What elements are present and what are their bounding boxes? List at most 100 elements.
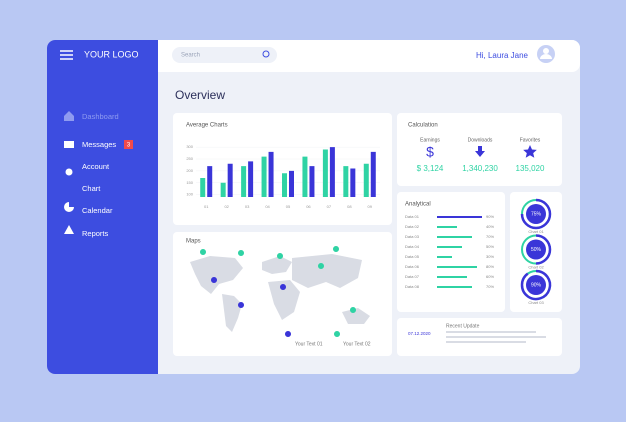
account-icon — [65, 168, 73, 176]
y-tick-label: 250 — [186, 156, 193, 161]
map-pin — [280, 284, 287, 294]
dashboard-icon — [64, 111, 74, 121]
stat-value: 135,020 — [516, 164, 545, 173]
search-box[interactable] — [172, 47, 277, 63]
nav-item[interactable]: Calendar — [82, 206, 113, 215]
stat-label: Earnings — [420, 137, 440, 143]
world-map — [190, 254, 370, 332]
legend-entry: Your Text 02 — [343, 341, 371, 347]
x-tick-label: 09 — [368, 204, 373, 209]
x-tick-label: 08 — [347, 204, 352, 209]
ring-center — [526, 239, 546, 260]
text-line — [446, 331, 536, 333]
continent — [342, 308, 370, 324]
panel-title: Analytical — [405, 202, 431, 208]
row-label: Data 03 — [405, 234, 420, 239]
row-value: 70% — [486, 284, 494, 289]
ring-caption: Chart 01 — [528, 229, 544, 234]
x-tick-label: 06 — [306, 204, 311, 209]
bar — [282, 173, 287, 197]
panel-title: Recent Update — [446, 323, 480, 329]
bar — [329, 147, 335, 197]
map-pin — [211, 277, 218, 287]
bar — [261, 156, 267, 197]
map-pin — [200, 249, 207, 259]
chart-icon — [64, 202, 74, 212]
bar — [220, 182, 226, 197]
update-date: 07.12.2020 — [408, 331, 431, 336]
map-pin — [238, 302, 245, 312]
stat-value: 1,340,230 — [462, 164, 498, 173]
map-pin — [350, 307, 357, 317]
greeting: Hi, Laura Jane — [476, 51, 529, 60]
search-placeholder: Search — [181, 53, 200, 59]
sidebar-edge — [120, 40, 158, 374]
avatar-head — [543, 48, 549, 54]
continent — [268, 280, 300, 320]
row-label: Data 08 — [405, 284, 420, 289]
page-title: Overview — [175, 88, 225, 102]
bar — [309, 166, 315, 197]
ring-label: 50% — [531, 247, 542, 253]
bar — [322, 149, 328, 197]
dollar-icon: $ — [426, 144, 434, 160]
legend-pin — [334, 331, 341, 341]
continent — [262, 256, 292, 274]
y-tick-label: 300 — [186, 144, 193, 149]
x-tick-label: 01 — [204, 204, 209, 209]
row-bar — [437, 236, 472, 238]
star-icon — [523, 145, 537, 158]
ring-arc — [520, 269, 552, 301]
messages-icon — [64, 141, 74, 148]
continent — [190, 256, 243, 294]
row-value: 70% — [486, 234, 494, 239]
row-bar — [437, 286, 472, 288]
row-label: Data 04 — [405, 244, 420, 249]
row-bar — [437, 276, 467, 278]
nav-item[interactable]: Account — [82, 162, 110, 171]
panel-title: Calculation — [408, 123, 438, 129]
menu-icon[interactable] — [60, 50, 73, 60]
nav-item[interactable]: Chart — [82, 184, 101, 193]
logo: YOUR LOGO — [84, 49, 139, 59]
bar — [241, 166, 247, 197]
bar — [343, 166, 349, 197]
legend-entry: Your Text 01 — [295, 341, 323, 347]
row-value: 90% — [486, 214, 494, 219]
ring-caption: Chart 03 — [528, 300, 544, 305]
stat-label: Downloads — [468, 137, 493, 143]
ring-center — [526, 204, 546, 224]
panel-title: Average Charts — [186, 123, 228, 129]
panel — [397, 192, 505, 312]
reports-icon — [64, 225, 74, 234]
row-value: 60% — [486, 274, 494, 279]
row-label: Data 01 — [405, 214, 420, 219]
bar — [302, 156, 308, 197]
ring-label: 90% — [531, 282, 542, 288]
bar — [248, 161, 254, 197]
x-tick-label: 02 — [224, 204, 229, 209]
nav-item[interactable]: Messages — [82, 140, 116, 149]
search-icon[interactable] — [262, 50, 270, 58]
row-bar — [437, 246, 462, 248]
row-bar — [437, 216, 482, 218]
ring-center — [526, 275, 546, 295]
y-tick-label: 200 — [186, 168, 193, 173]
badge — [124, 140, 133, 149]
text-line — [446, 341, 526, 343]
map-pin — [238, 249, 245, 260]
nav-item[interactable]: Dashboard — [82, 112, 119, 121]
row-bar — [437, 256, 452, 258]
map-pin — [318, 263, 325, 273]
continent — [222, 294, 242, 332]
x-tick-label: 03 — [245, 204, 250, 209]
map-pin — [277, 253, 284, 263]
download-icon — [475, 146, 485, 157]
stat-label: Favorites — [520, 137, 541, 143]
nav-item[interactable]: Reports — [82, 229, 109, 238]
bar — [200, 178, 206, 197]
text-line — [446, 336, 546, 338]
ring-arc — [535, 234, 552, 265]
